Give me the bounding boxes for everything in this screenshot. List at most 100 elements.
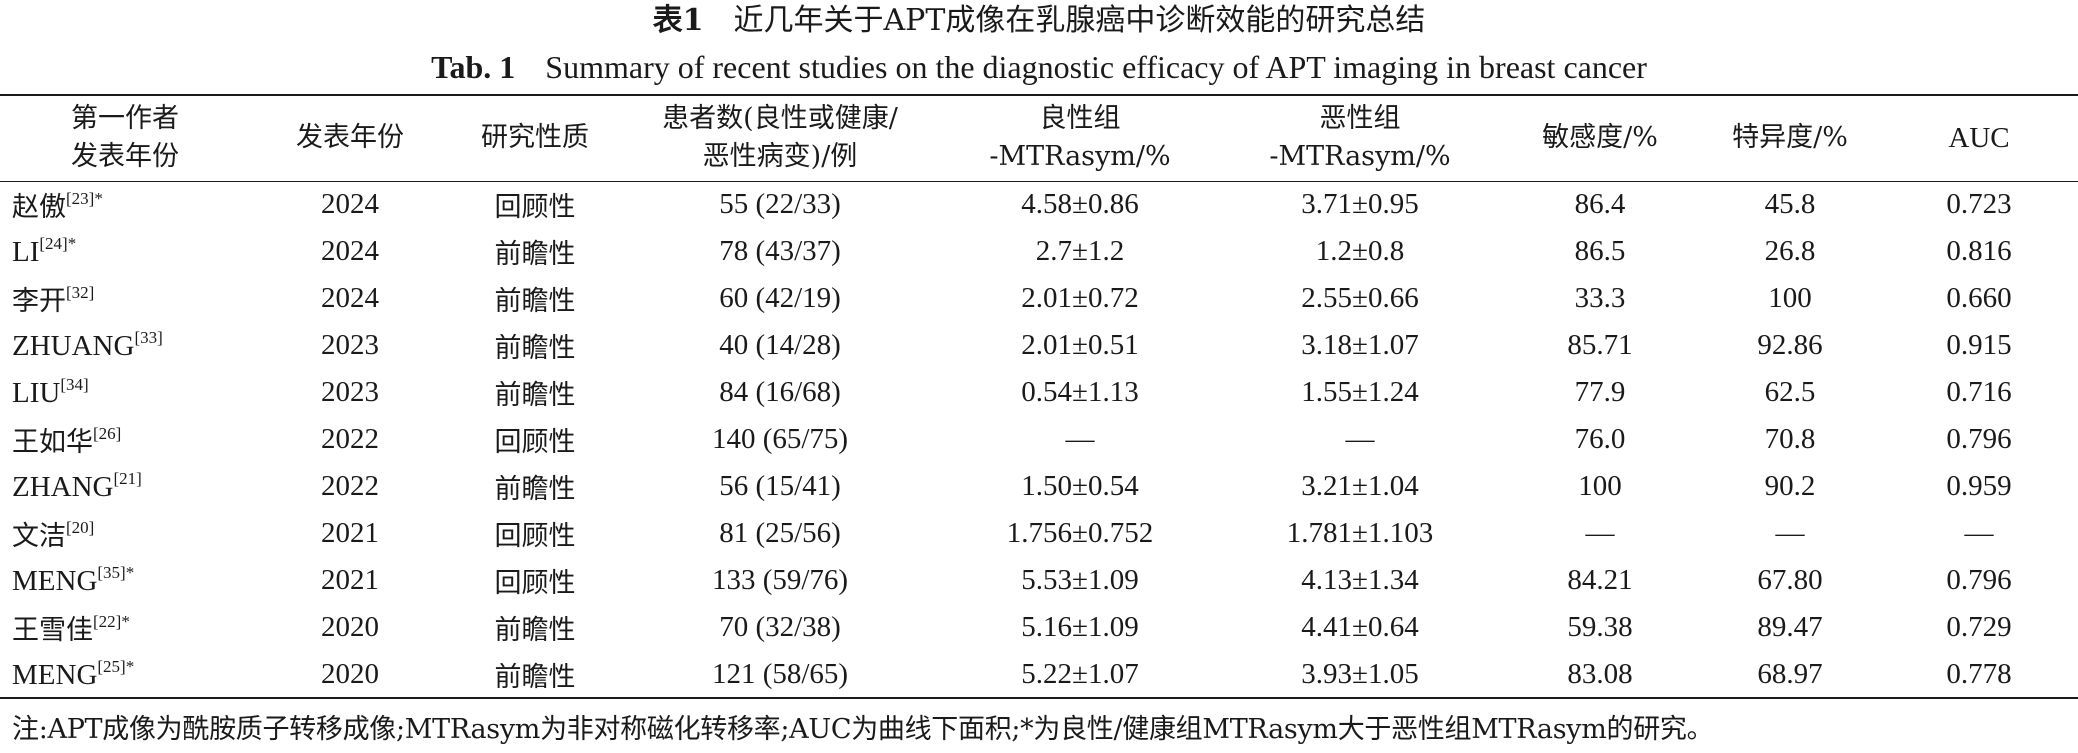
cell-auc: 0.915 [1946,329,2012,361]
author-reference: [26] [93,424,122,443]
caption-chinese: 表1 近几年关于APT成像在乳腺癌中诊断效能的研究总结 [0,2,2078,40]
cell-sensitivity: 85.71 [1567,329,1633,361]
cell-specificity: 68.97 [1700,651,1880,699]
cell-malignant-mtrasym: 1.55±1.24 [1301,376,1419,408]
cell-author: 王雪佳[22]* [0,604,250,651]
table-row: 赵傲[23]* 2024 回顾性 55 (22/33) 4.58±0.86 3.71±0.… [0,181,2078,228]
cell-malignant-mtrasym: — [1345,423,1375,455]
author-reference: [35]* [97,563,135,582]
cell-year: 2024 [321,282,379,314]
header-line-2: -MTRasym/% [1269,141,1451,173]
author-reference: [32] [66,283,95,302]
author-name: 文洁 [12,521,66,552]
header-first-author: 第一作者 发表年份 [0,94,250,182]
table-row: 王雪佳[22]* 2020 前瞻性 70 (32/38) 5.16±1.09 4.41±0… [0,604,2078,651]
cell-benign-mtrasym: 2.01±0.51 [1021,329,1139,361]
header-line-1: 研究性质 [481,122,589,154]
header-study-type: 研究性质 [450,94,620,182]
cell-year: 2021 [321,517,379,549]
author-reference: [34] [60,375,89,394]
cell-benign-mtrasym: 0.54±1.13 [1021,376,1139,408]
cell-patients: 70 (32/38) [719,611,841,643]
cell-patients: 133 (59/76) [711,564,849,596]
cell-specificity: 62.5 [1764,376,1816,408]
cell-benign-mtrasym: 2.01±0.72 [1021,282,1139,314]
cell-year: 2020 [250,651,450,699]
author-name: 李开 [12,286,66,317]
cell-sensitivity: 86.4 [1574,188,1626,221]
header-benign-mtrasym: 良性组 -MTRasym/% [940,94,1220,182]
table-row: 李开[32] 2024 前瞻性 60 (42/19) 2.01±0.72 2.55±0.6… [0,275,2078,322]
cell-study-type: 回顾性 [494,521,576,552]
cell-auc: 0.816 [1946,235,2012,267]
cell-malignant-mtrasym: 3.18±1.07 [1301,329,1419,361]
author-reference: [33] [134,328,163,347]
table-row: ZHUANG[33] 2023 前瞻性 40 (14/28) 2.01±0.51 3.18… [0,322,2078,369]
header-specificity: 特异度/% [1700,94,1880,182]
cell-year: 2022 [321,423,379,455]
cell-patients: 55 (22/33) [719,188,841,221]
cell-year: 2020 [321,611,379,643]
cell-author: LI[24]* [0,228,250,275]
author-reference: [23]* [66,189,103,209]
cell-malignant-mtrasym: 3.93±1.05 [1220,651,1500,699]
cell-sensitivity: 33.3 [1574,282,1626,314]
header-row: 第一作者 发表年份 发表年份 研究性质 患者数(良性或健康/恶性病变)/例 良性组 -MTR… [0,94,2078,182]
header-auc: AUC [1880,94,2078,182]
table-row: MENG[35]* 2021 回顾性 133 (59/76) 5.53±1.09 4.13… [0,557,2078,604]
cell-author: LIU[34] [0,369,250,416]
author-reference: [20] [66,518,95,537]
cell-specificity: 70.8 [1764,423,1816,455]
cell-author: ZHUANG[33] [0,322,250,369]
cell-sensitivity: — [1585,517,1615,549]
table-row: ZHANG[21] 2022 前瞻性 56 (15/41) 1.50±0.54 3.21±… [0,463,2078,510]
studies-table: 第一作者 发表年份 发表年份 研究性质 患者数(良性或健康/恶性病变)/例 良性组 -MTR… [0,94,2078,699]
cell-author: 王如华[26] [0,416,250,463]
header-line-1: 良性组 [1039,103,1121,135]
cell-auc: 0.660 [1946,282,2012,314]
table-row: LIU[34] 2023 前瞻性 84 (16/68) 0.54±1.13 1.55±1.… [0,369,2078,416]
cell-specificity: 90.2 [1764,470,1816,502]
table-row: LI[24]* 2024 前瞻性 78 (43/37) 2.7±1.2 1.2±0.8 86… [0,228,2078,275]
cell-study-type: 前瞻性 [494,239,576,270]
header-line-2: 恶性病变)/例 [702,141,858,173]
cell-sensitivity: 86.5 [1574,235,1626,267]
cell-sensitivity: 77.9 [1574,376,1626,408]
cell-study-type: 前瞻性 [450,651,620,699]
cell-auc: — [1964,517,1994,549]
header-line-2: -MTRasym/% [989,141,1171,173]
cell-patients: 81 (25/56) [719,517,841,549]
author-name: MENG [12,565,98,597]
cell-malignant-mtrasym: 4.13±1.34 [1301,564,1419,596]
author-name: ZHUANG [12,330,135,362]
cell-specificity: — [1775,517,1805,549]
author-name: 王雪佳 [12,615,93,646]
cell-malignant-mtrasym: 2.55±0.66 [1301,282,1419,314]
header-line-1: 特异度/% [1732,122,1848,154]
cell-auc: 0.723 [1946,188,2012,221]
cell-auc: 0.796 [1946,423,2012,455]
cell-benign-mtrasym: — [1065,423,1095,455]
cell-benign-mtrasym: 1.756±0.752 [1006,517,1154,549]
cell-sensitivity: 83.08 [1500,651,1700,699]
cell-auc: 0.716 [1946,376,2012,408]
cell-patients: 56 (15/41) [719,470,841,502]
caption-cn-label: 表1 [652,3,704,38]
cell-specificity: 26.8 [1764,235,1816,267]
header-line-1: 患者数(良性或健康/ [662,103,898,135]
author-reference: [24]* [39,234,77,253]
header-malignant-mtrasym: 恶性组 -MTRasym/% [1220,94,1500,182]
table-row: 文洁[20] 2021 回顾性 81 (25/56) 1.756±0.752 1.781±… [0,510,2078,557]
cell-sensitivity: 76.0 [1574,423,1626,455]
cell-benign-mtrasym: 2.7±1.2 [1035,235,1125,267]
cell-author: ZHANG[21] [0,463,250,510]
header-year: 发表年份 [250,94,450,182]
cell-malignant-mtrasym: 1.2±0.8 [1315,235,1405,267]
author-name: 赵傲 [12,192,66,224]
cell-patients: 78 (43/37) [719,235,841,267]
cell-study-type: 回顾性 [494,568,576,599]
cell-specificity: 92.86 [1757,329,1823,361]
cell-year: 2021 [321,564,379,596]
cell-benign-mtrasym: 5.22±1.07 [940,651,1220,699]
